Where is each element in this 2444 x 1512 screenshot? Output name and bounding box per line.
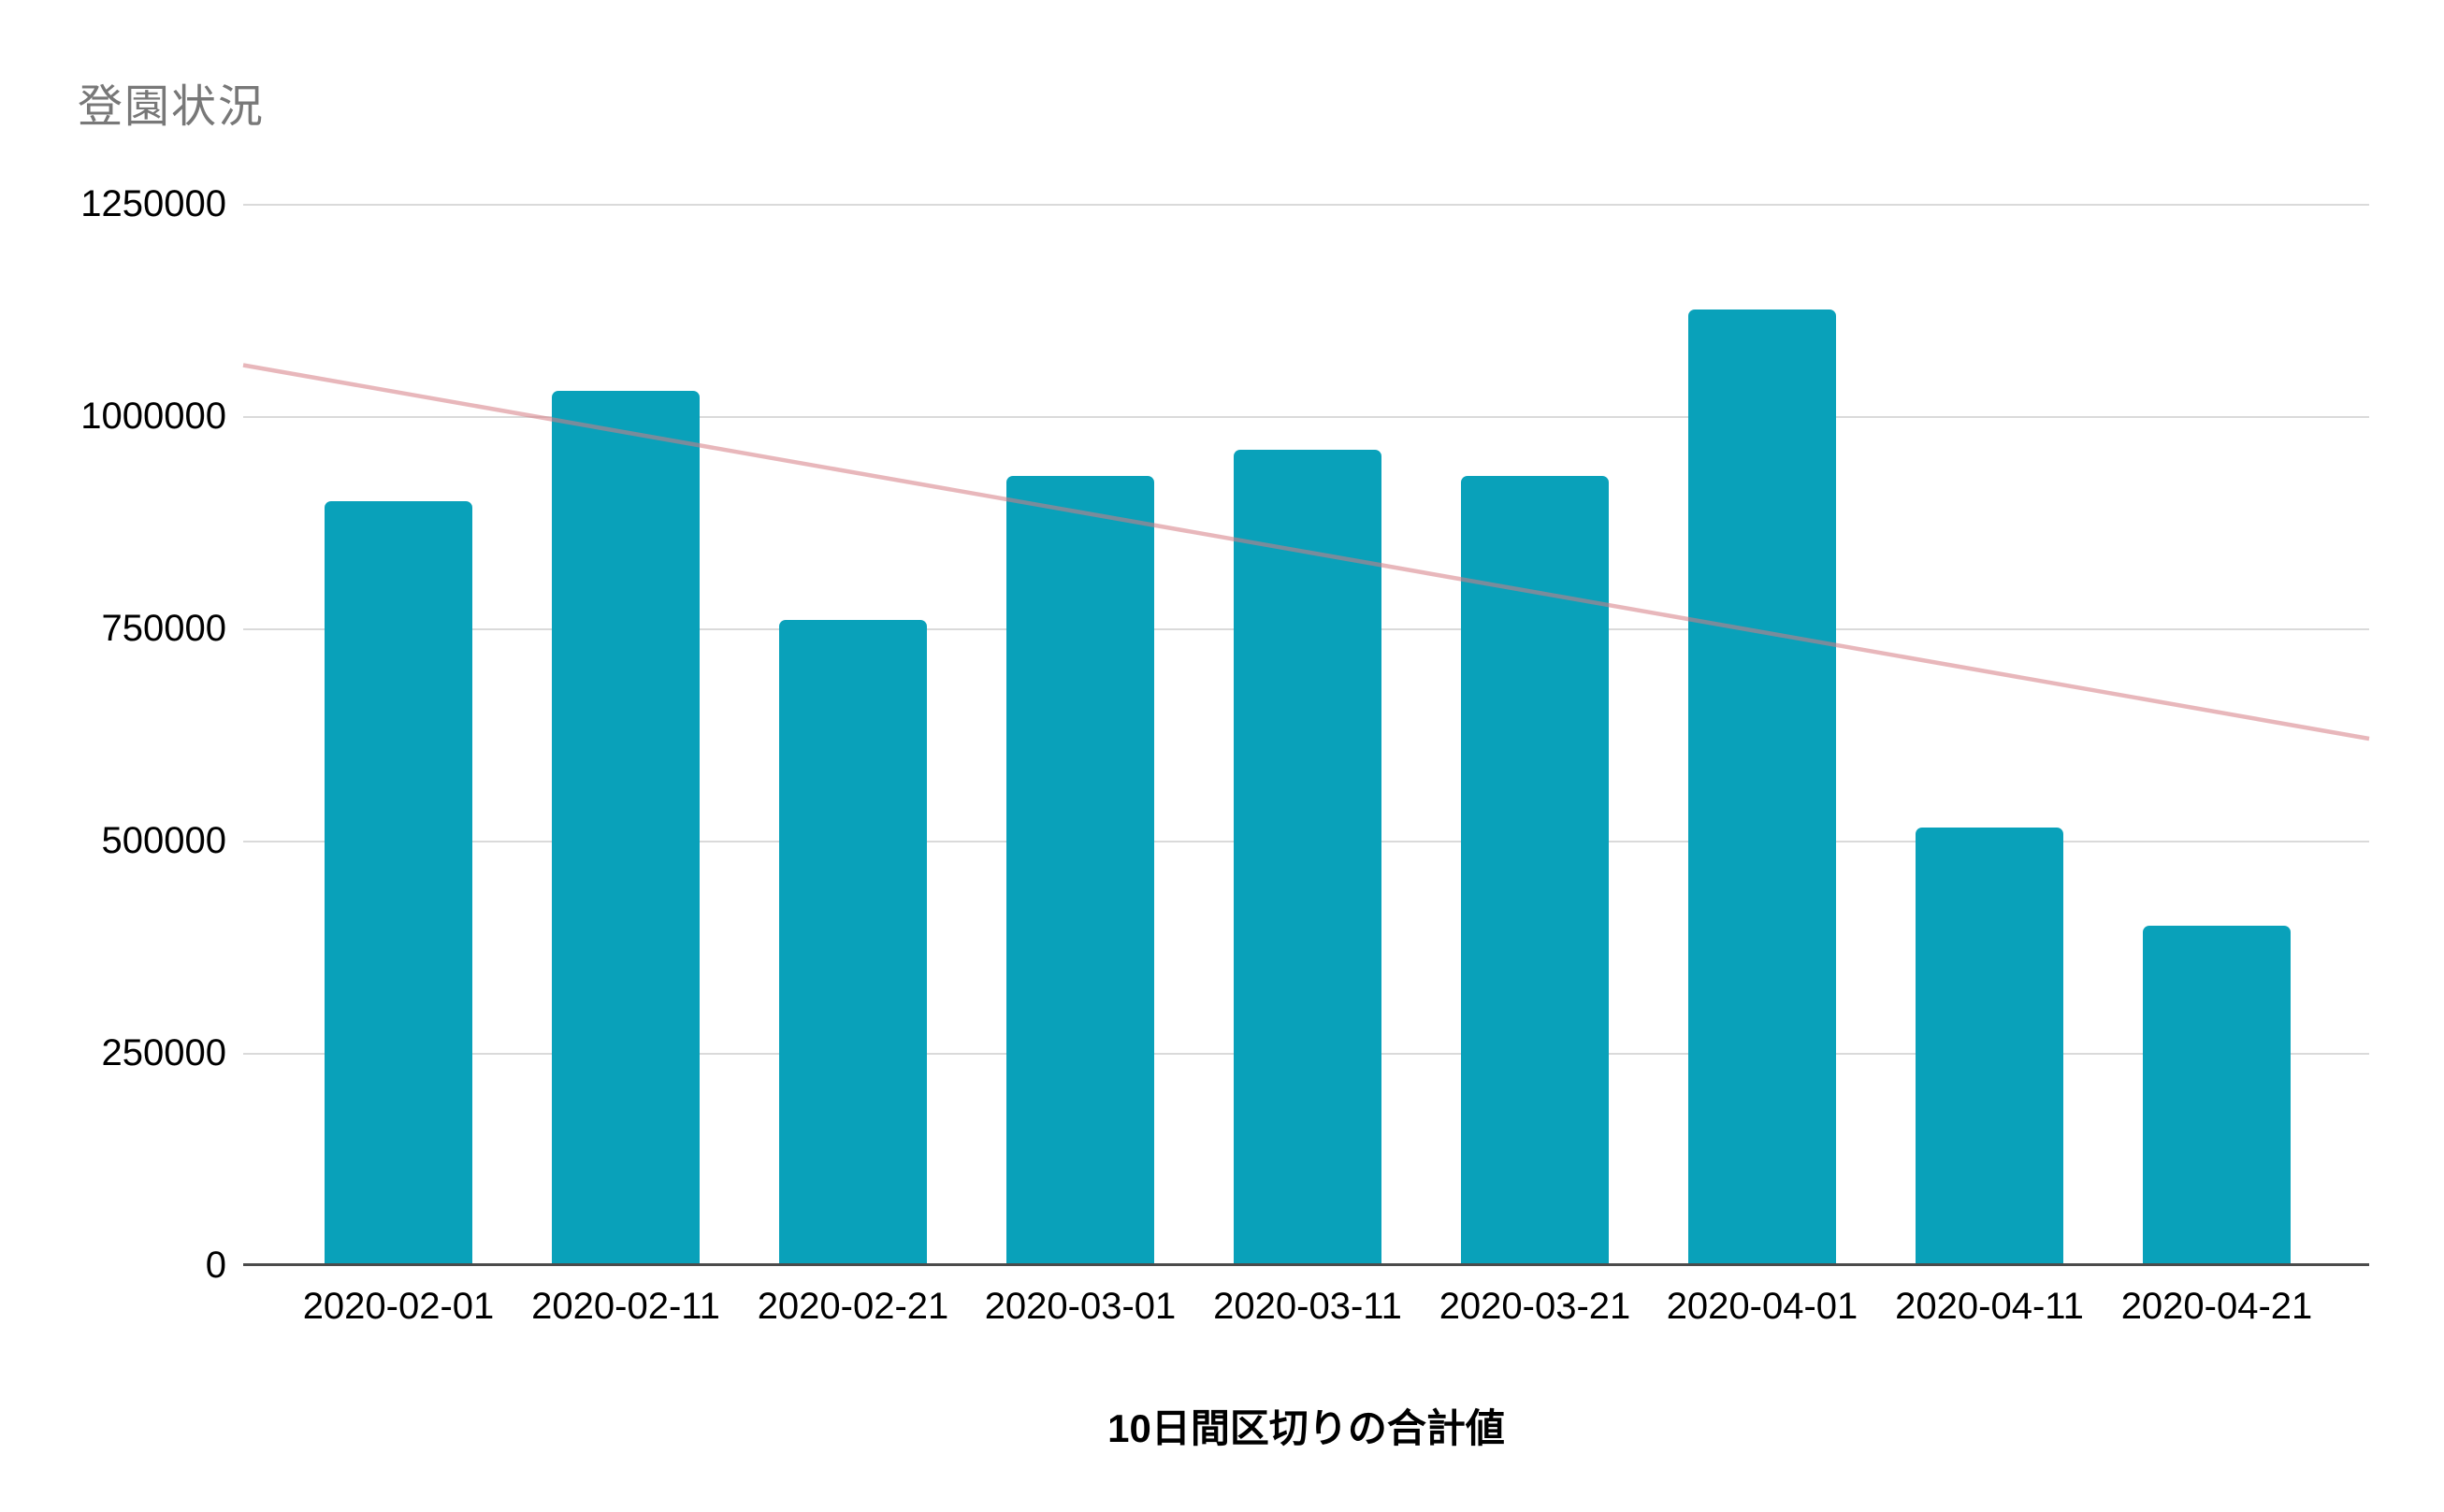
x-tick-label: 2020-02-01 <box>302 1286 495 1327</box>
bar-2020-03-11[interactable] <box>1234 450 1381 1265</box>
y-tick-label: 0 <box>205 1245 226 1286</box>
bar-2020-02-01[interactable] <box>325 501 472 1265</box>
x-tick-label: 2020-02-21 <box>757 1286 949 1327</box>
bar-2020-04-11[interactable] <box>1916 828 2063 1265</box>
x-tick-label: 2020-04-21 <box>2120 1286 2313 1327</box>
bar-2020-04-21[interactable] <box>2143 926 2291 1265</box>
y-tick-label: 1250000 <box>80 183 226 224</box>
x-axis-baseline <box>243 1263 2369 1266</box>
x-tick-label: 2020-04-11 <box>1895 1286 2084 1327</box>
chart-title: 登園状況 <box>78 82 266 132</box>
y-tick-label: 500000 <box>101 820 226 861</box>
bar-2020-03-01[interactable] <box>1006 476 1154 1265</box>
plot-area <box>242 204 2370 1266</box>
y-tick-label: 250000 <box>101 1032 226 1073</box>
y-tick-label: 1000000 <box>80 396 226 437</box>
bar-2020-02-21[interactable] <box>779 620 927 1265</box>
bar-2020-04-01[interactable] <box>1688 310 1836 1265</box>
trendline[interactable] <box>242 363 2370 742</box>
x-tick-label: 2020-04-01 <box>1666 1286 1858 1327</box>
x-axis-title: 10日間区切りの合計値 <box>1107 1406 1505 1450</box>
bar-2020-02-11[interactable] <box>552 391 700 1265</box>
bar-2020-03-21[interactable] <box>1461 476 1609 1265</box>
gridline <box>243 204 2369 206</box>
x-tick-label: 2020-03-01 <box>984 1286 1177 1327</box>
x-tick-label: 2020-03-21 <box>1439 1286 1631 1327</box>
x-tick-label: 2020-02-11 <box>531 1286 720 1327</box>
y-tick-label: 750000 <box>101 608 226 649</box>
gridline <box>243 416 2369 418</box>
x-tick-label: 2020-03-11 <box>1213 1286 1402 1327</box>
